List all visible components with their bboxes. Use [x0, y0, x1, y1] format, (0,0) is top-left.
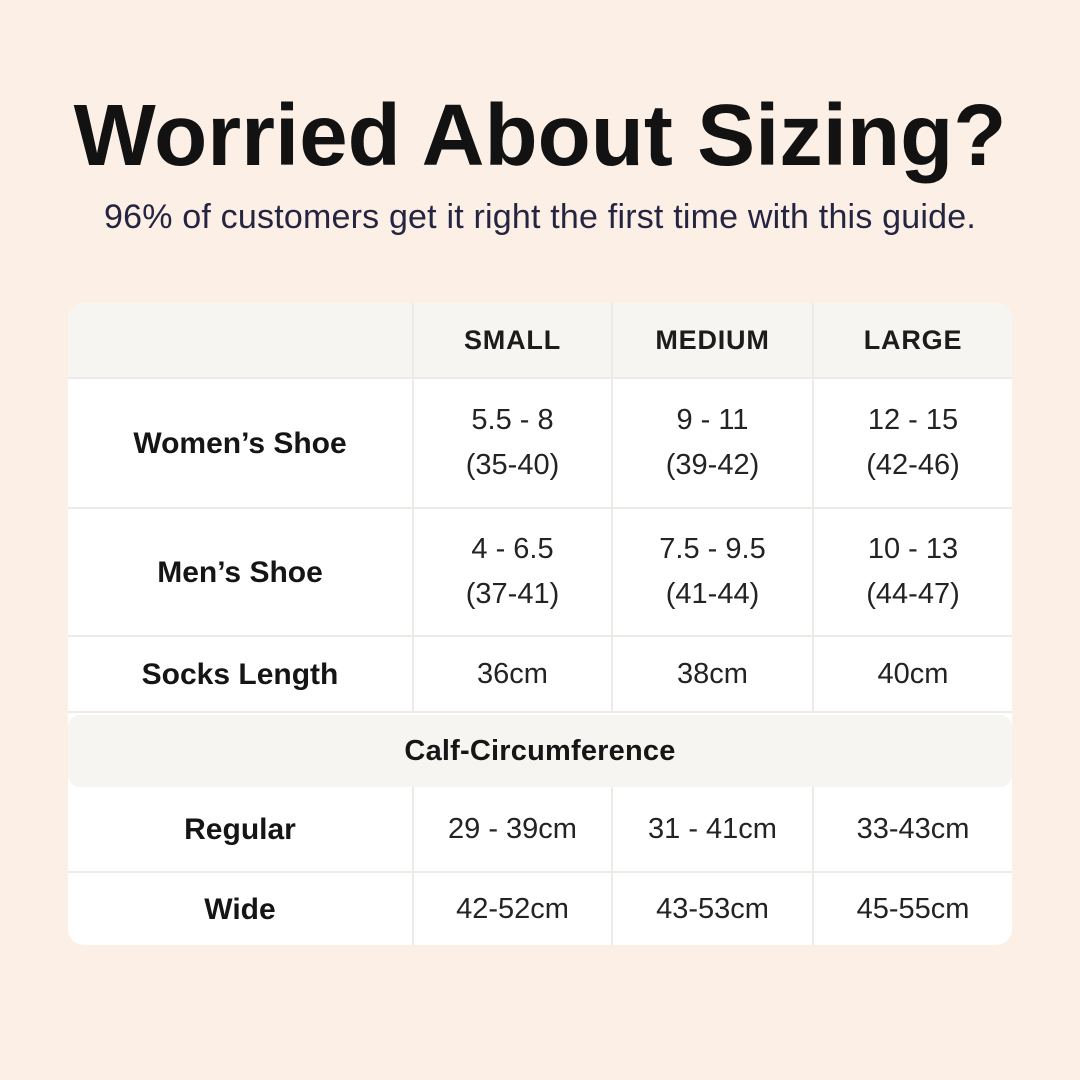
cell-line-shoe-range: 12 - 15 — [867, 404, 959, 437]
header-cell-small: SMALL — [412, 303, 611, 378]
cell-regular-small: 29 - 39cm — [412, 787, 611, 872]
cell-line-eu-range: (41-44) — [665, 578, 760, 611]
cell-line-eu-range: (42-46) — [866, 449, 960, 482]
cell-wide-medium: 43-53cm — [611, 873, 812, 946]
cell-socks-medium: 38cm — [611, 637, 812, 712]
cell-regular-large: 33-43cm — [812, 787, 1012, 872]
cell-line-shoe-range: 7.5 - 9.5 — [659, 533, 766, 566]
table-row-socks-length: Socks Length 36cm 38cm 40cm — [68, 635, 1012, 714]
cell-wide-large: 45-55cm — [812, 873, 1012, 946]
header-cell-large: LARGE — [812, 303, 1012, 378]
table-row-regular: Regular 29 - 39cm 31 - 41cm 33-43cm — [68, 787, 1012, 872]
row-label-wide: Wide — [204, 892, 276, 926]
cell-line-eu-range: (35-40) — [465, 449, 560, 482]
row-label-mens-shoe: Men’s Shoe — [157, 555, 323, 589]
row-label-womens-shoe: Women’s Shoe — [133, 426, 347, 460]
table-row-wide: Wide 42-52cm 43-53cm 45-55cm — [68, 871, 1012, 946]
row-label-regular: Regular — [184, 812, 296, 846]
page-title: Worried About Sizing? — [73, 87, 1007, 184]
section-title: Calf-Circumference — [404, 734, 676, 767]
cell-line-shoe-range: 4 - 6.5 — [471, 533, 554, 566]
page-subtitle: 96% of customers get it right the first … — [103, 198, 976, 237]
cell-line-eu-range: (37-41) — [465, 578, 560, 611]
cell-regular-medium: 31 - 41cm — [611, 787, 812, 872]
cell-line-shoe-range: 9 - 11 — [676, 404, 749, 437]
header-cell-empty — [68, 303, 412, 377]
cell-socks-small: 36cm — [412, 637, 611, 712]
cell-mens-large: 10 - 13 (44-47) — [812, 509, 1012, 636]
sizing-table: SMALL MEDIUM LARGE Women’s Shoe 5.5 - 8 … — [68, 303, 1012, 946]
cell-line-eu-range: (39-42) — [665, 449, 760, 482]
section-header-calf-circumference: Calf-Circumference — [68, 715, 1012, 788]
header-cell-medium: MEDIUM — [611, 303, 812, 378]
cell-mens-small: 4 - 6.5 (37-41) — [412, 509, 611, 636]
cell-socks-large: 40cm — [812, 637, 1012, 712]
cell-womens-small: 5.5 - 8 (35-40) — [412, 379, 611, 508]
cell-wide-small: 42-52cm — [412, 873, 611, 946]
cell-womens-medium: 9 - 11 (39-42) — [611, 379, 812, 508]
cell-line-shoe-range: 10 - 13 — [867, 533, 959, 566]
table-row-mens-shoe: Men’s Shoe 4 - 6.5 (37-41) 7.5 - 9.5 (41… — [68, 507, 1012, 636]
cell-mens-medium: 7.5 - 9.5 (41-44) — [611, 509, 812, 636]
cell-line-eu-range: (44-47) — [866, 578, 960, 611]
row-label-socks-length: Socks Length — [141, 657, 339, 691]
table-row-womens-shoe: Women’s Shoe 5.5 - 8 (35-40) 9 - 11 (39-… — [68, 379, 1012, 508]
table-header-row: SMALL MEDIUM LARGE — [68, 303, 1012, 380]
cell-line-shoe-range: 5.5 - 8 — [471, 404, 554, 437]
cell-womens-large: 12 - 15 (42-46) — [812, 379, 1012, 508]
